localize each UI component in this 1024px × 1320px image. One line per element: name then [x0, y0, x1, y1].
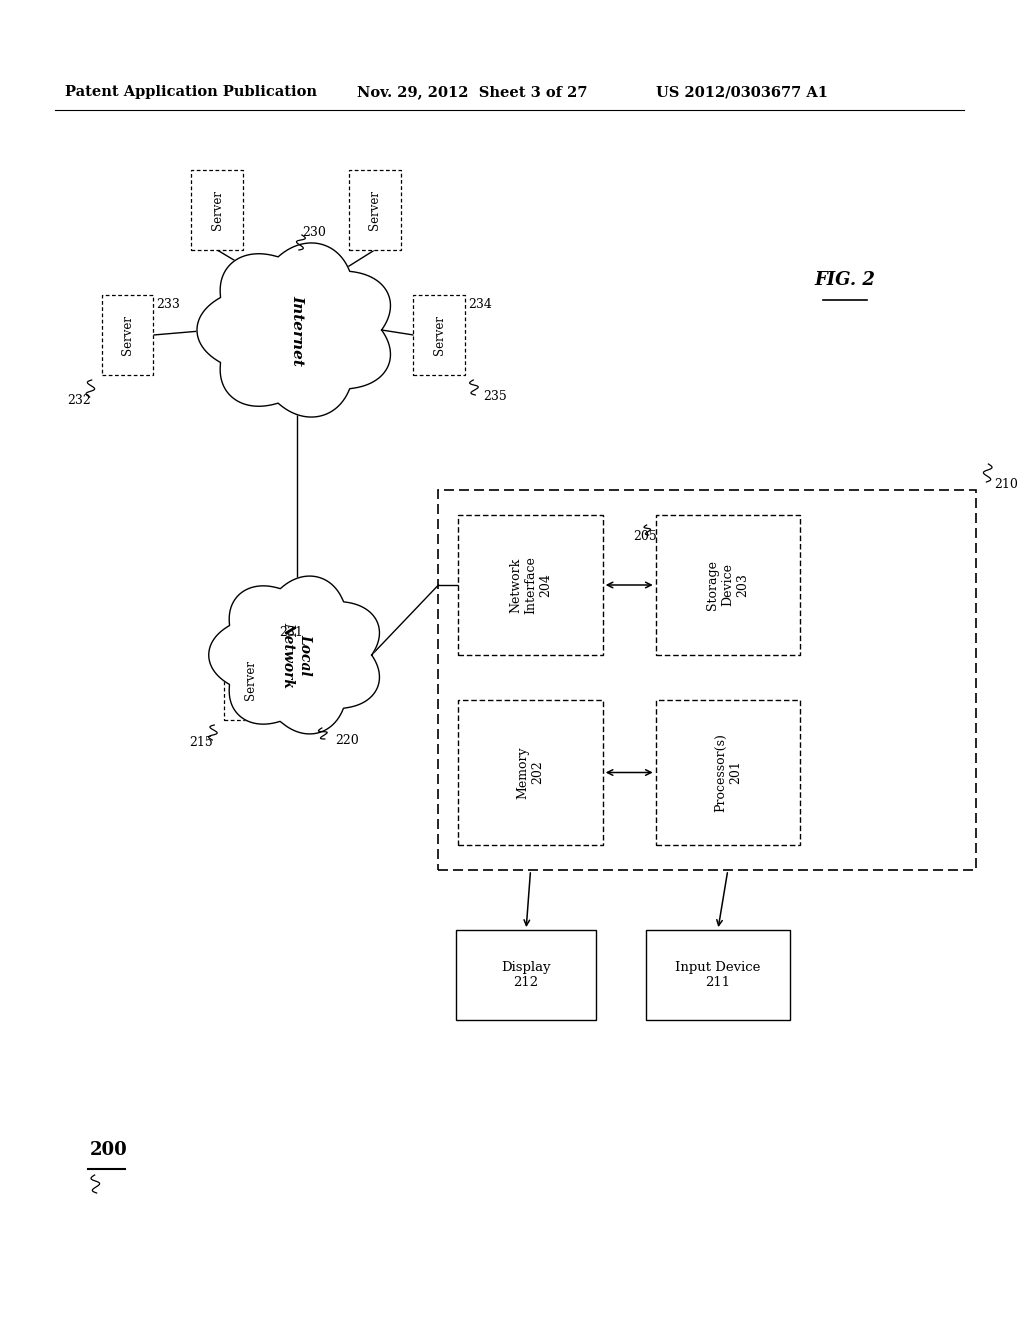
- Text: Internet: Internet: [290, 294, 304, 366]
- Bar: [655, 700, 800, 845]
- Bar: [459, 515, 603, 655]
- Text: Server: Server: [211, 190, 223, 230]
- Text: 232: 232: [67, 393, 90, 407]
- Text: US 2012/0303677 A1: US 2012/0303677 A1: [655, 84, 827, 99]
- Text: Local
Network: Local Network: [282, 622, 312, 688]
- Text: 215: 215: [189, 735, 213, 748]
- Text: Input Device
211: Input Device 211: [675, 961, 761, 989]
- Bar: [457, 931, 596, 1020]
- Text: 205: 205: [634, 531, 657, 544]
- Polygon shape: [197, 243, 390, 417]
- Text: Patent Application Publication: Patent Application Publication: [65, 84, 316, 99]
- Bar: [224, 640, 276, 719]
- Text: Display
212: Display 212: [502, 961, 551, 989]
- Text: Network
Interface
204: Network Interface 204: [509, 556, 552, 614]
- Text: 220: 220: [335, 734, 358, 747]
- Bar: [459, 700, 603, 845]
- Text: Memory
202: Memory 202: [516, 746, 545, 799]
- Text: Nov. 29, 2012  Sheet 3 of 27: Nov. 29, 2012 Sheet 3 of 27: [356, 84, 587, 99]
- Text: Storage
Device
203: Storage Device 203: [707, 560, 750, 610]
- Bar: [646, 931, 791, 1020]
- Text: 210: 210: [994, 479, 1018, 491]
- Bar: [414, 294, 465, 375]
- Text: Server: Server: [369, 190, 381, 230]
- Bar: [101, 294, 154, 375]
- Bar: [191, 170, 243, 249]
- Text: 231: 231: [279, 626, 303, 639]
- Text: FIG. 2: FIG. 2: [814, 271, 876, 289]
- Text: Server: Server: [433, 315, 445, 355]
- Bar: [655, 515, 800, 655]
- Text: Processor(s)
201: Processor(s) 201: [714, 733, 741, 812]
- Text: Server: Server: [121, 315, 134, 355]
- Text: 230: 230: [302, 227, 326, 239]
- Text: 233: 233: [157, 298, 180, 312]
- Bar: [438, 490, 977, 870]
- Polygon shape: [209, 576, 380, 734]
- Text: Server: Server: [244, 660, 257, 700]
- Text: 235: 235: [483, 391, 507, 404]
- Text: 234: 234: [468, 298, 493, 312]
- Text: 200: 200: [90, 1140, 127, 1159]
- Bar: [349, 170, 400, 249]
